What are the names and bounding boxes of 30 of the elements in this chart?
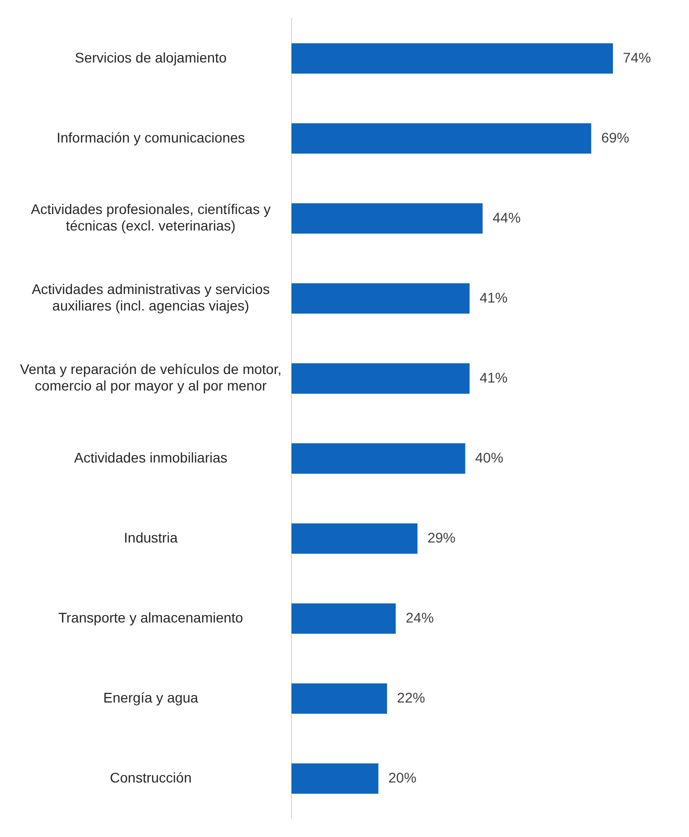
data-label: 44%: [492, 209, 521, 226]
y-tick-label: Actividades inmobiliarias: [74, 449, 228, 466]
y-tick-label: Energía y agua: [103, 689, 198, 706]
bar: [291, 203, 483, 234]
y-tick-label: Actividades profesionales, científicas y técnicas (excl. veterinarias): [30, 200, 271, 234]
data-label: 40%: [475, 449, 504, 466]
data-label: 69%: [601, 129, 630, 146]
data-label: 74%: [622, 49, 651, 66]
y-tick-label: Construcción: [110, 769, 192, 786]
y-tick-label: Actividades administrativas y servicios auxiliares (incl. agencias viajes): [32, 280, 270, 314]
bar: [291, 43, 613, 74]
y-tick-label: Industria: [124, 529, 178, 546]
data-label: 41%: [480, 369, 508, 386]
y-tick-label: Información y comunicaciones: [56, 129, 245, 146]
y-tick-label: Venta y reparación de vehículos de motor, comercio al por mayor y al por menor: [20, 360, 282, 394]
bar: [291, 443, 466, 474]
y-tick-label: Transporte y almacenamiento: [58, 609, 244, 626]
data-label: 41%: [480, 289, 508, 306]
bar: [291, 123, 592, 154]
data-label: 29%: [427, 529, 456, 546]
bar: [291, 523, 418, 554]
bar: [291, 363, 470, 394]
data-label: 20%: [388, 769, 416, 786]
data-label: 24%: [406, 609, 434, 626]
bar: [291, 603, 396, 634]
bar: [291, 683, 388, 714]
bar: [291, 283, 470, 314]
data-label: 22%: [397, 689, 426, 706]
y-tick-label: Servicios de alojamiento: [74, 49, 227, 66]
bar: [291, 763, 378, 794]
